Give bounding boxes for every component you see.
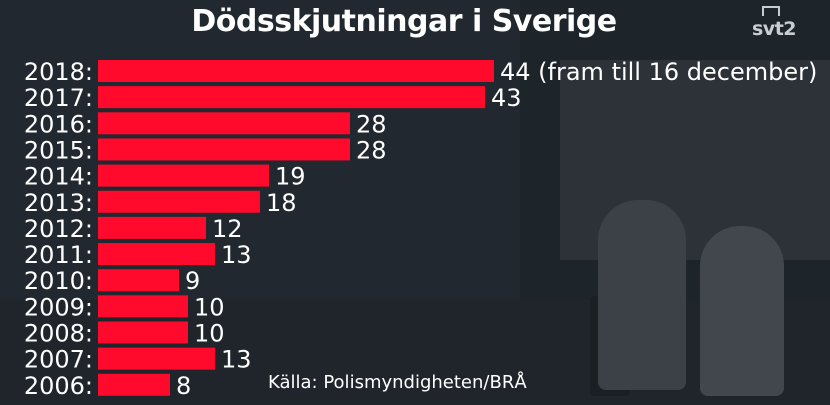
source-note: Källa: Polismyndigheten/BRÅ — [268, 372, 527, 393]
data-label: 12 — [212, 215, 243, 243]
data-label: 8 — [176, 372, 191, 400]
bar — [98, 347, 215, 370]
data-label: 18 — [266, 189, 297, 217]
data-label: 19 — [275, 163, 306, 191]
data-label: 9 — [185, 267, 200, 295]
bar — [98, 216, 206, 239]
bar — [98, 86, 485, 109]
bar — [98, 321, 188, 344]
category-label: 2018: — [24, 58, 93, 86]
data-label: 28 — [356, 136, 387, 164]
category-label: 2014: — [24, 163, 93, 191]
bar — [98, 190, 260, 213]
category-label: 2016: — [24, 110, 93, 138]
data-label: 10 — [194, 293, 225, 321]
logo-text: svt2 — [752, 18, 797, 40]
channel-logo: svt2 — [752, 6, 822, 40]
category-label: 2010: — [24, 267, 93, 295]
category-label: 2011: — [24, 241, 93, 269]
bar — [98, 112, 350, 135]
background-figure-right — [700, 226, 784, 396]
data-label: 13 — [221, 346, 252, 374]
data-label: 28 — [356, 110, 387, 138]
category-label: 2009: — [24, 293, 93, 321]
bar — [98, 295, 188, 318]
category-label: 2006: — [24, 372, 93, 400]
category-label: 2017: — [24, 84, 93, 112]
bar — [98, 269, 179, 292]
chart-title: Dödsskjutningar i Sverige — [191, 4, 617, 39]
logo-mark-icon — [762, 6, 780, 16]
bar — [98, 243, 215, 266]
category-label: 2013: — [24, 189, 93, 217]
category-label: 2015: — [24, 136, 93, 164]
bar — [98, 373, 170, 396]
background-figure-left — [598, 200, 686, 390]
category-label: 2012: — [24, 215, 93, 243]
bar — [98, 164, 269, 187]
data-label: 10 — [194, 320, 225, 348]
bar — [98, 138, 350, 161]
category-label: 2008: — [24, 320, 93, 348]
data-label: 13 — [221, 241, 252, 269]
bar — [98, 60, 494, 82]
data-label: 44 (fram till 16 december) — [500, 58, 817, 86]
data-label: 43 — [491, 84, 522, 112]
category-label: 2007: — [24, 346, 93, 374]
